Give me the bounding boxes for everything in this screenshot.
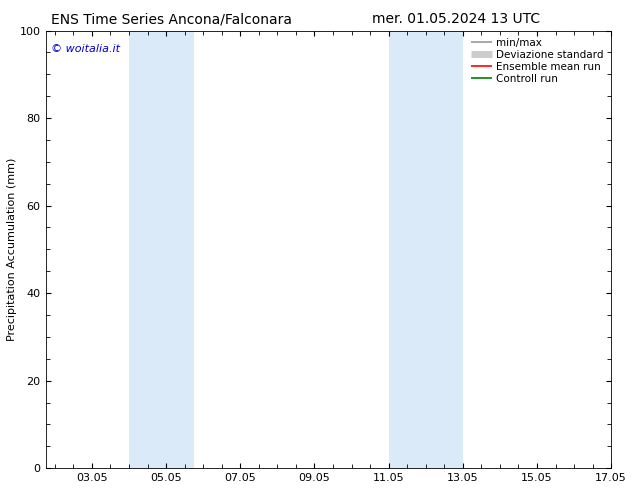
Text: mer. 01.05.2024 13 UTC: mer. 01.05.2024 13 UTC xyxy=(372,12,541,26)
Bar xyxy=(389,30,463,468)
Y-axis label: Precipitation Accumulation (mm): Precipitation Accumulation (mm) xyxy=(7,158,17,341)
Legend: min/max, Deviazione standard, Ensemble mean run, Controll run: min/max, Deviazione standard, Ensemble m… xyxy=(469,36,606,86)
Text: © woitalia.it: © woitalia.it xyxy=(51,44,120,54)
Text: ENS Time Series Ancona/Falconara: ENS Time Series Ancona/Falconara xyxy=(51,12,292,26)
Bar xyxy=(129,30,194,468)
